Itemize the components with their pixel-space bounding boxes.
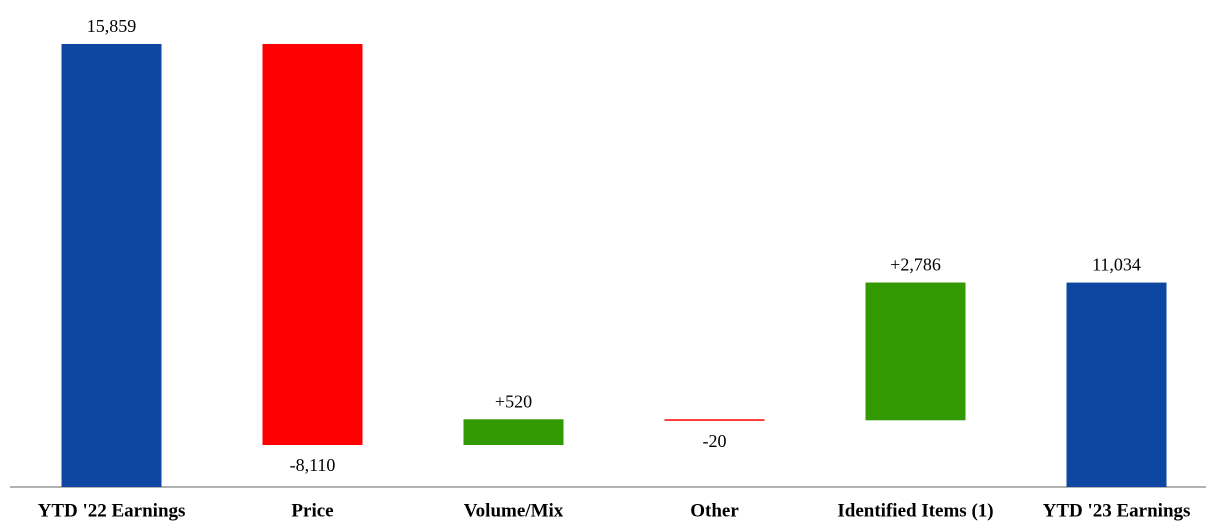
x-tick-label: YTD '23 Earnings	[1043, 500, 1191, 521]
bar	[865, 282, 966, 421]
x-tick-label: Identified Items (1)	[837, 500, 993, 521]
data-label: 15,859	[87, 16, 137, 36]
bar	[664, 419, 765, 421]
data-label: 11,034	[1092, 255, 1141, 275]
data-label: -8,110	[290, 455, 336, 475]
data-label: +520	[495, 391, 532, 411]
x-tick-label: Volume/Mix	[464, 500, 564, 521]
data-label: +2,786	[890, 255, 941, 275]
x-tick-label: Other	[690, 500, 739, 521]
data-label: -20	[703, 431, 727, 451]
bar	[1066, 282, 1167, 487]
bar	[61, 43, 162, 487]
bar	[262, 43, 363, 446]
x-tick-label: Price	[291, 500, 333, 521]
bar	[463, 419, 564, 446]
x-tick-label: YTD '22 Earnings	[38, 500, 186, 521]
